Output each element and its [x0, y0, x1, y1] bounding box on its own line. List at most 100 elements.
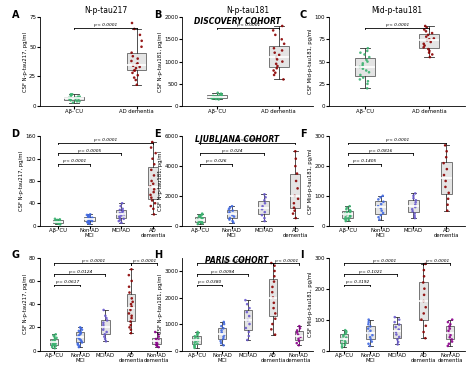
- Point: [76, 336, 83, 342]
- PathPatch shape: [269, 46, 289, 67]
- Point: [72, 95, 79, 101]
- Point: [394, 341, 401, 348]
- Point: [50, 342, 57, 348]
- Point: [197, 214, 204, 220]
- Point: [51, 337, 58, 343]
- Point: [199, 215, 206, 221]
- Text: p < 0.0001: p < 0.0001: [93, 23, 118, 27]
- Text: p = 0.0124: p = 0.0124: [68, 270, 92, 274]
- Point: [346, 207, 354, 213]
- Text: p = 0.0816: p = 0.0816: [368, 149, 392, 153]
- Point: [280, 41, 288, 47]
- Point: [74, 334, 82, 340]
- Point: [244, 337, 251, 343]
- Point: [411, 215, 419, 221]
- Point: [119, 206, 127, 212]
- Point: [271, 50, 279, 56]
- Point: [243, 309, 251, 315]
- Point: [446, 334, 454, 340]
- Point: [148, 197, 156, 204]
- Y-axis label: CSF N-p-tau181, pg/ml: CSF N-p-tau181, pg/ml: [158, 274, 163, 334]
- Point: [367, 337, 374, 343]
- Point: [338, 341, 346, 347]
- Point: [422, 28, 430, 34]
- Point: [85, 219, 92, 225]
- Y-axis label: CSF Mid-p-tau181, pg/ml: CSF Mid-p-tau181, pg/ml: [309, 271, 313, 337]
- Text: p < 0.0001: p < 0.0001: [385, 138, 409, 142]
- Point: [359, 75, 367, 81]
- Y-axis label: CSF N-p-tau217, pg/ml: CSF N-p-tau217, pg/ml: [23, 31, 28, 92]
- Point: [261, 209, 269, 215]
- Point: [66, 96, 73, 102]
- PathPatch shape: [269, 279, 277, 316]
- Point: [127, 307, 134, 313]
- Point: [377, 201, 385, 207]
- Point: [428, 30, 436, 36]
- Point: [50, 332, 57, 338]
- Point: [218, 91, 225, 97]
- Point: [395, 321, 403, 327]
- Point: [426, 48, 433, 54]
- Point: [442, 178, 449, 184]
- Point: [411, 211, 419, 217]
- Point: [138, 44, 146, 50]
- Point: [272, 310, 279, 316]
- Point: [86, 211, 94, 218]
- Point: [428, 52, 436, 58]
- Point: [226, 209, 233, 215]
- Point: [153, 338, 161, 344]
- Point: [293, 329, 301, 335]
- Text: p = 0.024: p = 0.024: [221, 149, 243, 153]
- Point: [125, 310, 133, 316]
- Y-axis label: CSF N-p-tau181, pg/ml: CSF N-p-tau181, pg/ml: [158, 31, 163, 92]
- Point: [421, 261, 429, 267]
- Point: [86, 214, 93, 220]
- Point: [440, 172, 448, 178]
- Text: p = 0.0005: p = 0.0005: [77, 149, 102, 153]
- PathPatch shape: [101, 320, 109, 334]
- Text: p = 0.026: p = 0.026: [205, 159, 227, 163]
- Point: [448, 337, 456, 343]
- Point: [294, 185, 301, 191]
- Point: [365, 321, 372, 327]
- Point: [359, 62, 366, 68]
- Point: [246, 313, 253, 319]
- Point: [199, 220, 206, 226]
- Text: p = 0.0094: p = 0.0094: [210, 270, 234, 274]
- Point: [270, 305, 277, 311]
- Point: [262, 194, 269, 200]
- Point: [292, 178, 300, 184]
- Point: [78, 340, 86, 346]
- Point: [191, 344, 199, 350]
- Point: [215, 96, 222, 102]
- Point: [191, 343, 198, 349]
- Point: [56, 220, 64, 226]
- Point: [134, 56, 142, 62]
- Point: [194, 337, 202, 343]
- Point: [100, 327, 107, 333]
- Point: [261, 215, 268, 221]
- Point: [68, 91, 76, 97]
- Point: [56, 221, 64, 227]
- Point: [52, 218, 59, 224]
- Point: [295, 336, 302, 342]
- Text: p < 0.0001: p < 0.0001: [425, 258, 449, 263]
- Point: [76, 324, 84, 330]
- Point: [365, 326, 372, 332]
- Point: [291, 193, 299, 199]
- Point: [447, 321, 454, 327]
- Point: [343, 209, 351, 215]
- Point: [365, 330, 373, 336]
- Point: [100, 324, 108, 330]
- Point: [128, 295, 136, 301]
- Point: [424, 32, 432, 38]
- Point: [293, 171, 301, 177]
- Point: [209, 96, 216, 102]
- Text: p < 0.0001: p < 0.0001: [81, 258, 105, 263]
- Point: [83, 212, 91, 218]
- PathPatch shape: [290, 174, 301, 208]
- Point: [395, 326, 402, 332]
- Point: [218, 92, 226, 99]
- Point: [120, 216, 128, 222]
- Point: [341, 338, 349, 344]
